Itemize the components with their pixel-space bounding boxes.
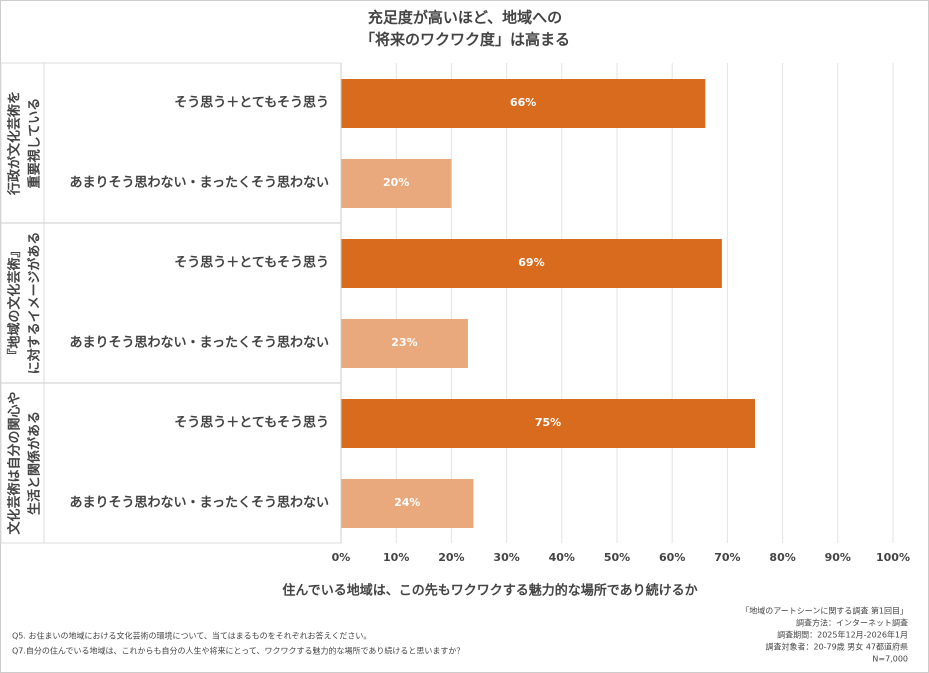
- x-tick-label: 0%: [332, 551, 351, 564]
- value-label: 20%: [383, 176, 409, 189]
- x-tick-label: 30%: [493, 551, 519, 564]
- x-tick-label: 70%: [714, 551, 740, 564]
- value-label: 24%: [394, 496, 420, 509]
- group-label: 文化芸術は自分の関心や: [7, 391, 23, 534]
- category-label: あまりそう思わない・まったくそう思わない: [70, 176, 329, 191]
- bar: [341, 239, 722, 288]
- footnote: Q5. お住まいの地域における文化芸術の環境について、当てはまるものをそれぞれお…: [12, 631, 371, 641]
- category-label: あまりそう思わない・まったくそう思わない: [70, 336, 329, 351]
- value-label: 66%: [510, 96, 536, 109]
- x-tick-label: 90%: [825, 551, 851, 564]
- bar: [341, 79, 706, 128]
- source-line: 「地域のアートシーンに関する調査 第1回目」: [741, 606, 908, 616]
- group-label: 行政が文化芸術を: [7, 91, 23, 196]
- x-tick-label: 100%: [876, 551, 910, 564]
- value-label: 75%: [535, 416, 561, 429]
- source-line: 調査方法：インターネット調査: [796, 618, 908, 628]
- x-tick-label: 60%: [659, 551, 685, 564]
- category-label: そう思う＋とてもそう思う: [174, 96, 329, 111]
- x-tick-label: 80%: [769, 551, 795, 564]
- x-tick-label: 40%: [549, 551, 575, 564]
- x-tick-label: 20%: [438, 551, 464, 564]
- chart-title: 「将来のワクワク度」は高まる: [360, 31, 570, 49]
- x-axis-title: 住んでいる地域は、この先もワクワクする魅力的な場所であり続けるか: [282, 583, 697, 599]
- bar: [341, 159, 452, 208]
- source-line: 調査対象者：20-79歳 男女 47都道府県: [765, 642, 908, 652]
- x-tick-label: 10%: [383, 551, 409, 564]
- group-label: 重要視している: [27, 98, 43, 189]
- bar: [341, 319, 468, 368]
- group-label: に対するイメージがある: [27, 232, 43, 375]
- group-label: 生活と関係がある: [27, 411, 43, 515]
- category-label: そう思う＋とてもそう思う: [174, 416, 329, 431]
- value-label: 69%: [518, 256, 544, 269]
- chart-title: 充足度が高いほど、地域への: [368, 9, 562, 27]
- source-line: N=7,000: [872, 655, 908, 664]
- group-label: 『地域の文化芸術』: [7, 244, 23, 361]
- bar: [341, 479, 474, 528]
- category-label: あまりそう思わない・まったくそう思わない: [70, 496, 329, 511]
- x-tick-label: 50%: [604, 551, 630, 564]
- source-line: 調査期間：2025年12月-2026年1月: [777, 630, 908, 640]
- footnote: Q7.自分の住んでいる地域は、これからも自分の人生や将来にとって、ワクワクする魅…: [12, 646, 464, 656]
- category-label: そう思う＋とてもそう思う: [174, 256, 329, 271]
- bar: [341, 399, 755, 448]
- label-panel: [0, 62, 342, 544]
- value-label: 23%: [391, 336, 417, 349]
